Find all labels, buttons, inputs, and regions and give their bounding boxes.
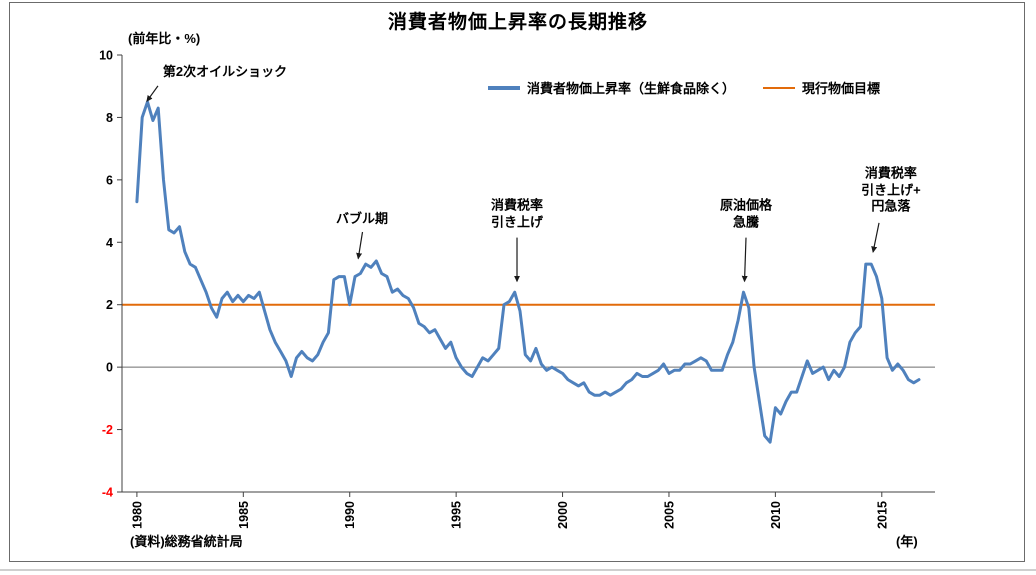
chart-title: 消費者物価上昇率の長期推移 bbox=[387, 12, 648, 33]
x-tick-label: 1995 bbox=[450, 501, 464, 529]
legend-item-target: 現行物価目標 bbox=[763, 78, 880, 97]
y-tick-label: -2 bbox=[102, 423, 113, 437]
annotation-arrow bbox=[871, 222, 880, 253]
y-tick-label: 10 bbox=[99, 49, 113, 63]
annotation-text-line: 円急落 bbox=[871, 198, 911, 214]
source-note: (資料)総務省統計局 bbox=[130, 534, 243, 549]
annotation-oil-price-surge: 原油価格 急騰 bbox=[720, 198, 772, 231]
y-tick-label: 8 bbox=[106, 111, 113, 125]
y-tick-label: -4 bbox=[102, 486, 113, 500]
legend-label-target: 現行物価目標 bbox=[802, 81, 881, 96]
x-tick-label: 1990 bbox=[343, 501, 357, 529]
y-tick-label: 2 bbox=[106, 298, 113, 312]
annotation-bubble-era: バブル期 bbox=[336, 211, 388, 228]
legend-line-swatch-cpi bbox=[488, 85, 520, 90]
bottom-divider bbox=[0, 569, 1036, 571]
y-tick-label: 6 bbox=[106, 173, 113, 187]
annotation-tax-hike-2014: 消費税率 引き上げ+ 円急落 bbox=[861, 165, 921, 215]
cpi-series-line bbox=[135, 100, 921, 444]
x-tick-label: 2005 bbox=[662, 501, 676, 529]
x-tick-label: 1985 bbox=[237, 501, 251, 529]
x-axis-unit-label: (年) bbox=[896, 534, 918, 549]
annotation-oil-shock: 第2次オイルショック bbox=[163, 64, 287, 81]
annotation-text-line: 急騰 bbox=[732, 214, 760, 230]
annotation-text-line: 原油価格 bbox=[719, 197, 773, 213]
annotation-text-line: 引き上げ+ bbox=[861, 181, 921, 197]
legend: 消費者物価上昇率（生鮮食品除く） 現行物価目標 bbox=[488, 78, 880, 97]
annotation-text-line: 消費税率 bbox=[864, 165, 917, 181]
x-tick-label: 2010 bbox=[769, 501, 783, 529]
x-tick-label: 2000 bbox=[556, 501, 570, 529]
x-tick-label: 2015 bbox=[875, 501, 889, 529]
x-tick-label: 1980 bbox=[130, 501, 144, 529]
annotation-text-line: 消費税率 bbox=[490, 197, 544, 213]
annotation-tax-hike-1997: 消費税率 引き上げ bbox=[491, 198, 543, 231]
annotation-text-line: バブル期 bbox=[336, 210, 389, 226]
y-tick-label: 4 bbox=[106, 236, 113, 250]
annotation-arrow bbox=[741, 237, 748, 283]
legend-label-cpi: 消費者物価上昇率（生鮮食品除く） bbox=[527, 81, 736, 96]
y-tick-label: 0 bbox=[106, 361, 113, 375]
legend-line-swatch-target bbox=[763, 86, 796, 89]
y-axis-unit-label: (前年比・%) bbox=[128, 31, 201, 46]
annotation-text-line: 引き上げ bbox=[490, 214, 544, 230]
annotation-text-line: 第2次オイルショック bbox=[162, 63, 288, 79]
annotation-arrow bbox=[356, 231, 364, 260]
annotation-arrow bbox=[146, 85, 159, 103]
legend-item-cpi: 消費者物価上昇率（生鮮食品除く） bbox=[488, 78, 735, 97]
